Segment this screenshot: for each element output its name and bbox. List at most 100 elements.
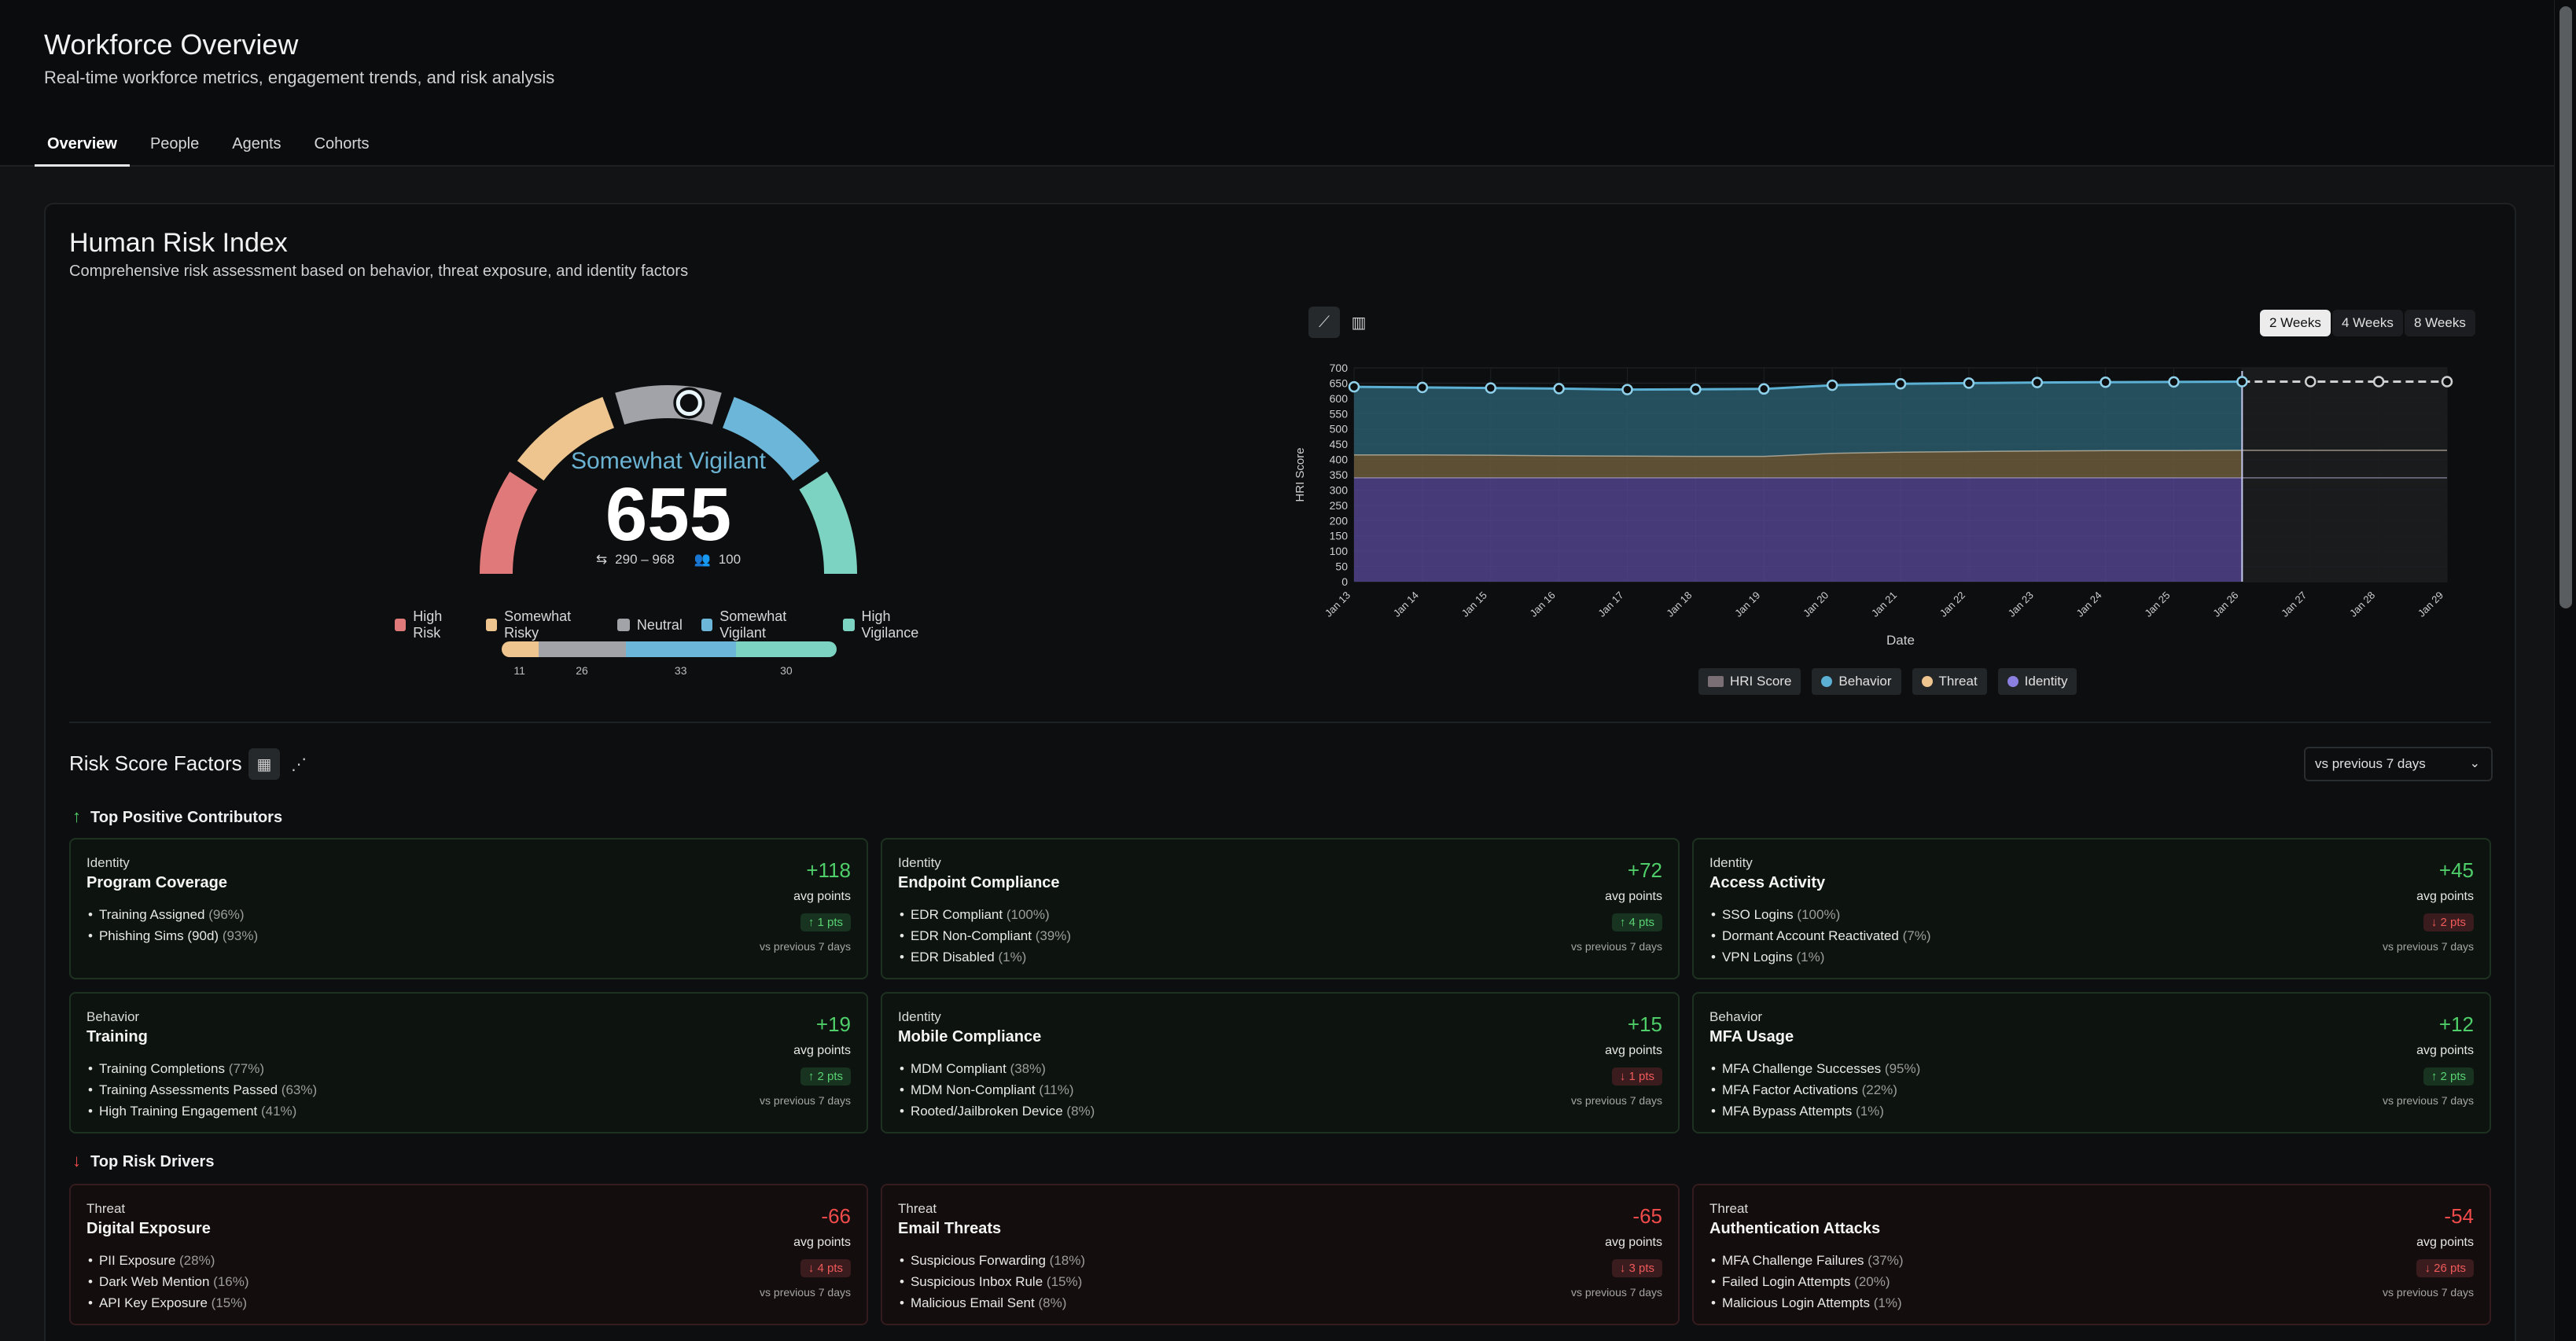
hri-subtitle: Comprehensive risk assessment based on b… (69, 263, 689, 280)
gauge-score: 655 (605, 472, 732, 557)
tab-cohorts[interactable]: Cohorts (314, 135, 370, 152)
range-icon: ⇆ (595, 552, 608, 567)
scrollbar-thumb[interactable] (2559, 6, 2572, 608)
hri-data-point[interactable] (1758, 383, 1770, 395)
factor-card[interactable]: Threat Authentication Attacks MFA Challeng… (1692, 1184, 2491, 1325)
legend-hri-score[interactable]: HRI Score (1698, 668, 1801, 695)
hri-data-point[interactable] (2305, 376, 2317, 388)
gauge-segment-high-risk (480, 471, 538, 574)
gauge-segment-somewhat-risky (517, 397, 614, 481)
comparison-select[interactable]: vs previous 7 days ⌄ (2304, 747, 2493, 781)
legend-label: Behavior (1838, 674, 1892, 689)
legend-label: HRI Score (1730, 674, 1792, 689)
factor-card[interactable]: Behavior Training Training Completions (77… (69, 992, 868, 1133)
range-8-weeks[interactable]: 8 Weeks (2405, 310, 2475, 336)
distribution-segment[interactable] (625, 641, 737, 657)
grid-icon: ▦ (256, 755, 272, 773)
positive-contributors-heading: ↑ Top Positive Contributors (72, 806, 282, 827)
factor-card[interactable]: Threat Email Threats Suspicious Forwarding… (881, 1184, 1680, 1325)
factor-name: MFA Usage (1709, 1028, 1794, 1045)
legend-threat[interactable]: Threat (1912, 668, 1987, 695)
factor-item: MDM Compliant (38%) (900, 1058, 1095, 1079)
hri-data-point[interactable] (2099, 377, 2111, 388)
x-tick-label: Jan 17 (1595, 590, 1625, 619)
factor-item-percent: (8%) (1038, 1295, 1067, 1310)
factor-item-percent: (1%) (1856, 1104, 1884, 1119)
legend-swatch (843, 619, 855, 631)
factor-card[interactable]: Threat Digital Exposure PII Exposure (28%)… (69, 1184, 868, 1325)
hri-data-point[interactable] (2372, 376, 2385, 388)
range-2-weeks[interactable]: 2 Weeks (2260, 310, 2331, 336)
x-tick-label: Jan 19 (1732, 590, 1762, 619)
factor-avg-label: avg points (1605, 1044, 1662, 1057)
x-tick-label: Jan 25 (2142, 590, 2172, 619)
scrollbar[interactable] (2554, 0, 2576, 1341)
factor-card[interactable]: Identity Endpoint Compliance EDR Compliant… (881, 838, 1680, 979)
hri-data-point[interactable] (2236, 376, 2248, 388)
factor-item-label: Dormant Account Reactivated (1721, 928, 1899, 943)
distribution-segment[interactable] (538, 641, 626, 657)
hri-score-line (1353, 380, 2243, 391)
factor-item-label: MFA Challenge Failures (1721, 1253, 1864, 1268)
factor-card[interactable]: Identity Access Activity SSO Logins (100%)… (1692, 838, 2491, 979)
x-tick-label: Jan 22 (1938, 590, 1967, 619)
hri-data-point[interactable] (1963, 377, 1975, 389)
distribution-segment[interactable] (502, 641, 539, 657)
factor-item: MFA Factor Activations (22%) (1711, 1079, 1920, 1100)
x-tick-label: Jan 24 (2074, 590, 2104, 619)
legend-swatch (701, 619, 713, 631)
factor-delta-badge: ↓ 4 pts (800, 1259, 851, 1277)
legend-identity[interactable]: Identity (1997, 668, 2077, 695)
hri-data-point[interactable] (1485, 382, 1496, 394)
factor-item: Rooted/Jailbroken Device (8%) (900, 1100, 1095, 1122)
legend-somewhat-risky: Somewhat Risky (485, 608, 598, 641)
bar-chart-toggle[interactable]: ▥ (1343, 307, 1374, 338)
hri-data-point[interactable] (1348, 380, 1360, 393)
hri-data-point[interactable] (2168, 376, 2180, 388)
factor-card[interactable]: Identity Mobile Compliance MDM Compliant (… (881, 992, 1680, 1133)
factor-item-percent: (77%) (228, 1061, 265, 1076)
factor-name: Email Threats (898, 1220, 1002, 1237)
legend-swatch (1921, 676, 1933, 687)
grid-view-toggle[interactable]: ▦ (248, 748, 280, 780)
factor-name: Training (86, 1028, 148, 1045)
factor-item: EDR Compliant (100%) (900, 904, 1071, 925)
factor-item-percent: (1%) (998, 950, 1027, 964)
scatter-view-toggle[interactable]: ⋰ (283, 748, 315, 780)
factor-item: Training Completions (77%) (88, 1058, 317, 1079)
hri-data-point[interactable] (2031, 377, 2043, 388)
factor-value: +15 (1627, 1012, 1662, 1036)
hri-data-point[interactable] (1621, 384, 1633, 395)
distribution-segment[interactable] (736, 641, 837, 657)
factor-item: Malicious Login Attempts (1%) (1711, 1292, 1904, 1313)
legend-neutral: Neutral (616, 608, 683, 641)
factor-items: Training Completions (77%)Training Asses… (88, 1058, 317, 1122)
factor-avg-label: avg points (793, 890, 851, 903)
hri-data-point[interactable] (2441, 376, 2453, 388)
scatter-chart-icon: ⋰ (291, 755, 307, 773)
factor-card[interactable]: Behavior MFA Usage MFA Challenge Successes… (1692, 992, 2491, 1133)
x-tick-label: Jan 14 (1391, 590, 1421, 619)
hri-data-point[interactable] (1826, 379, 1838, 391)
tab-people[interactable]: People (149, 135, 200, 152)
line-chart-toggle[interactable]: ⟋ (1308, 307, 1340, 338)
threat-boundary-line (1354, 450, 2447, 457)
tab-agents[interactable]: Agents (232, 135, 282, 152)
factor-item: SSO Logins (100%) (1711, 904, 1931, 925)
hri-data-point[interactable] (1894, 377, 1907, 390)
hri-data-point[interactable] (1416, 381, 1429, 394)
hri-data-point[interactable] (1553, 383, 1565, 395)
hri-data-point[interactable] (1690, 383, 1702, 395)
risk-drivers-heading: ↓ Top Risk Drivers (72, 1151, 214, 1171)
factor-item-percent: (11%) (1039, 1082, 1074, 1097)
factor-items: MFA Challenge Failures (37%)Failed Login… (1711, 1250, 1904, 1313)
risk-drivers-label: Top Risk Drivers (90, 1153, 215, 1170)
factor-comparison-label: vs previous 7 days (1571, 940, 1662, 953)
factor-category: Behavior (1709, 1009, 1763, 1024)
factor-category: Threat (898, 1201, 937, 1216)
factor-card[interactable]: Identity Program Coverage Training Assigne… (69, 838, 868, 979)
range-4-weeks[interactable]: 4 Weeks (2332, 310, 2403, 336)
factor-avg-label: avg points (2416, 890, 2474, 903)
tab-overview[interactable]: Overview (35, 130, 130, 167)
legend-behavior[interactable]: Behavior (1812, 668, 1901, 695)
